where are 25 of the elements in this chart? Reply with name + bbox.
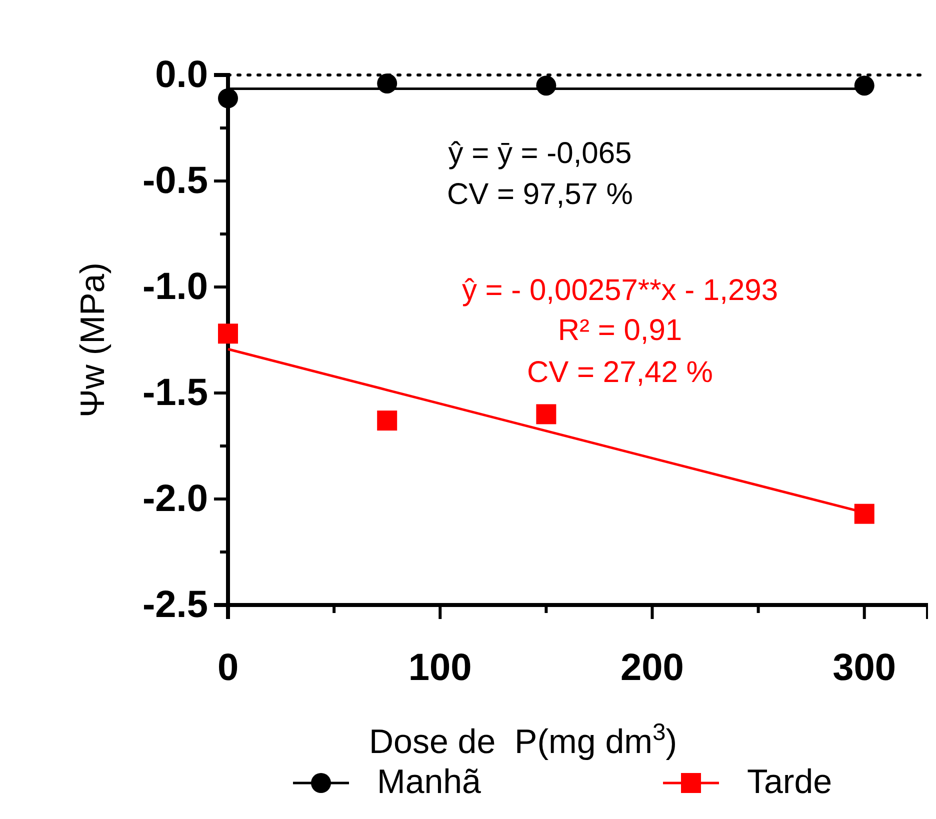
- point: [377, 410, 398, 431]
- legend-label: Manhã: [377, 763, 482, 801]
- y-axis-title: Ψw (MPa): [74, 262, 112, 418]
- x-tick-label: 200: [620, 646, 684, 689]
- annotation: ŷ = - 0,00257**x - 1,293: [462, 274, 778, 307]
- y-tick-label: -1.5: [142, 372, 208, 414]
- legend-label: Tarde: [747, 763, 832, 801]
- x-tick-label: 100: [408, 646, 472, 689]
- annotation: ŷ = ȳ = -0,065: [448, 137, 632, 170]
- annotation: R² = 0,91: [558, 314, 682, 347]
- point: [536, 404, 556, 424]
- y-tick-label: 0.0: [155, 54, 208, 96]
- point: [854, 504, 874, 524]
- x-tick-label: 0: [217, 646, 239, 689]
- annotation: CV = 27,42 %: [527, 356, 713, 389]
- point: [218, 88, 238, 108]
- y-tick-label: -2.5: [142, 584, 208, 626]
- point: [218, 324, 238, 344]
- y-tick-label: -0.5: [142, 160, 208, 202]
- y-tick-label: -2.0: [142, 478, 208, 520]
- annotation: CV = 97,57 %: [447, 178, 633, 211]
- point: [854, 76, 874, 96]
- x-axis-title: Dose de P(mg dm$^{3}$): [368, 718, 678, 761]
- y-tick-label: -1.0: [142, 266, 208, 308]
- x-tick-label: 300: [832, 646, 896, 689]
